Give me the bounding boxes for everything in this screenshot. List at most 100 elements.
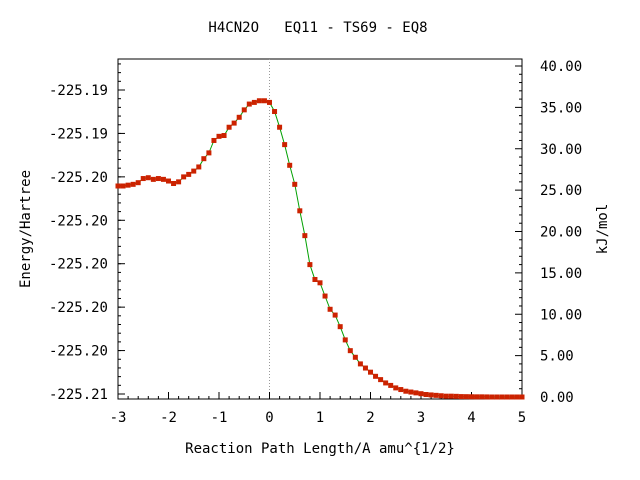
data-point-marker <box>140 176 146 182</box>
data-point-marker <box>403 388 409 394</box>
right-tick-label: 25.00 <box>540 183 582 199</box>
right-tick-label: 20.00 <box>540 225 582 241</box>
data-point-marker <box>312 276 318 282</box>
data-point-marker <box>368 369 373 375</box>
x-tick-label: -2 <box>160 410 177 426</box>
data-point-marker <box>393 385 399 391</box>
data-point-marker <box>453 393 459 399</box>
data-point-marker <box>277 124 283 130</box>
data-point-marker <box>120 183 126 189</box>
right-y-axis: 0.00 5.00 10.00 15.00 20.00 25.00 30.00 35.00 40… <box>515 59 582 406</box>
data-point-marker <box>413 390 419 396</box>
data-point-marker <box>322 293 328 299</box>
left-axis-title: Energy/Hartree <box>18 170 34 288</box>
data-point-marker <box>231 120 237 126</box>
x-axis-title: Reaction Path Length/A amu^{1/2} <box>185 441 455 457</box>
data-point-marker <box>408 389 414 395</box>
data-point-marker <box>211 137 217 143</box>
data-point-marker <box>171 181 177 187</box>
data-point-marker <box>438 393 444 399</box>
data-point-marker <box>226 124 232 130</box>
data-point-marker <box>282 142 288 148</box>
x-tick-label: -3 <box>110 410 127 426</box>
right-tick-label: 15.00 <box>540 266 582 282</box>
data-point-marker <box>150 176 156 182</box>
left-tick-label: -225.20 <box>49 213 108 229</box>
data-point-marker <box>494 394 500 400</box>
data-point-marker <box>458 394 464 400</box>
data-point-marker <box>499 394 505 400</box>
left-tick-label: -225.20 <box>49 344 108 360</box>
data-point-marker <box>160 176 166 182</box>
data-point-marker <box>332 312 338 318</box>
data-point-marker <box>423 392 429 398</box>
data-point-marker <box>428 392 434 398</box>
chart-title: H4CN2O EQ11 - TS69 - EQ8 <box>208 20 427 36</box>
data-point-marker <box>292 181 298 187</box>
left-y-axis: -225.19 -225.19 -225.20 -225.20 -225.20 -225.… <box>49 63 125 403</box>
energy-curve-line <box>118 100 522 398</box>
data-point-marker <box>302 233 308 239</box>
data-point-marker <box>373 373 379 379</box>
data-point-marker <box>327 306 333 312</box>
data-point-marker <box>145 175 151 181</box>
data-point-marker <box>115 183 121 189</box>
data-point-marker <box>469 394 474 400</box>
data-point-marker <box>378 377 384 383</box>
data-point-marker <box>474 394 480 400</box>
data-point-marker <box>135 180 141 186</box>
left-tick-label: -225.21 <box>49 387 108 403</box>
data-point-marker <box>241 107 247 113</box>
data-point-marker <box>398 387 404 393</box>
data-point-marker <box>433 392 439 398</box>
right-tick-label: 10.00 <box>540 307 582 323</box>
data-point-marker <box>206 150 212 156</box>
data-point-marker <box>267 99 272 105</box>
left-tick-label: -225.19 <box>49 126 108 142</box>
data-point-marker <box>297 208 303 214</box>
x-tick-label: 0 <box>265 410 273 426</box>
energy-series <box>115 98 525 400</box>
data-point-marker <box>186 171 192 177</box>
data-point-marker <box>176 179 182 185</box>
data-point-marker <box>201 156 207 162</box>
data-point-marker <box>307 262 313 268</box>
data-point-marker <box>509 394 515 400</box>
data-point-marker <box>347 348 353 354</box>
data-point-marker <box>155 176 161 182</box>
data-point-marker <box>388 382 394 388</box>
right-tick-label: 35.00 <box>540 100 582 116</box>
data-point-marker <box>166 178 171 184</box>
x-tick-label: 3 <box>417 410 425 426</box>
data-point-marker <box>221 133 227 139</box>
data-point-marker <box>317 280 323 286</box>
data-point-marker <box>479 394 485 400</box>
data-point-marker <box>504 394 510 400</box>
data-point-marker <box>130 181 136 187</box>
data-point-marker <box>272 109 278 115</box>
plot-area-frame <box>117 58 523 400</box>
right-tick-label: 5.00 <box>540 349 574 365</box>
data-point-marker <box>191 168 197 174</box>
left-tick-label: -225.19 <box>49 83 108 99</box>
data-point-marker <box>448 393 454 399</box>
data-point-marker <box>418 391 424 397</box>
right-axis-title: kJ/mol <box>595 204 611 255</box>
data-point-marker <box>181 174 187 180</box>
data-point-marker <box>463 394 469 400</box>
data-point-marker <box>484 394 490 400</box>
x-tick-label: -1 <box>211 410 228 426</box>
data-point-marker <box>337 324 343 330</box>
data-point-marker <box>514 394 520 400</box>
data-point-marker <box>251 99 257 105</box>
data-point-marker <box>519 394 525 400</box>
data-point-marker <box>383 380 389 386</box>
data-point-marker <box>261 98 267 104</box>
data-point-marker <box>342 337 348 343</box>
left-tick-label: -225.20 <box>49 300 108 316</box>
left-tick-label: -225.20 <box>49 257 108 273</box>
right-tick-label: 30.00 <box>540 142 582 158</box>
x-tick-label: 5 <box>518 410 526 426</box>
data-point-marker <box>287 162 293 168</box>
